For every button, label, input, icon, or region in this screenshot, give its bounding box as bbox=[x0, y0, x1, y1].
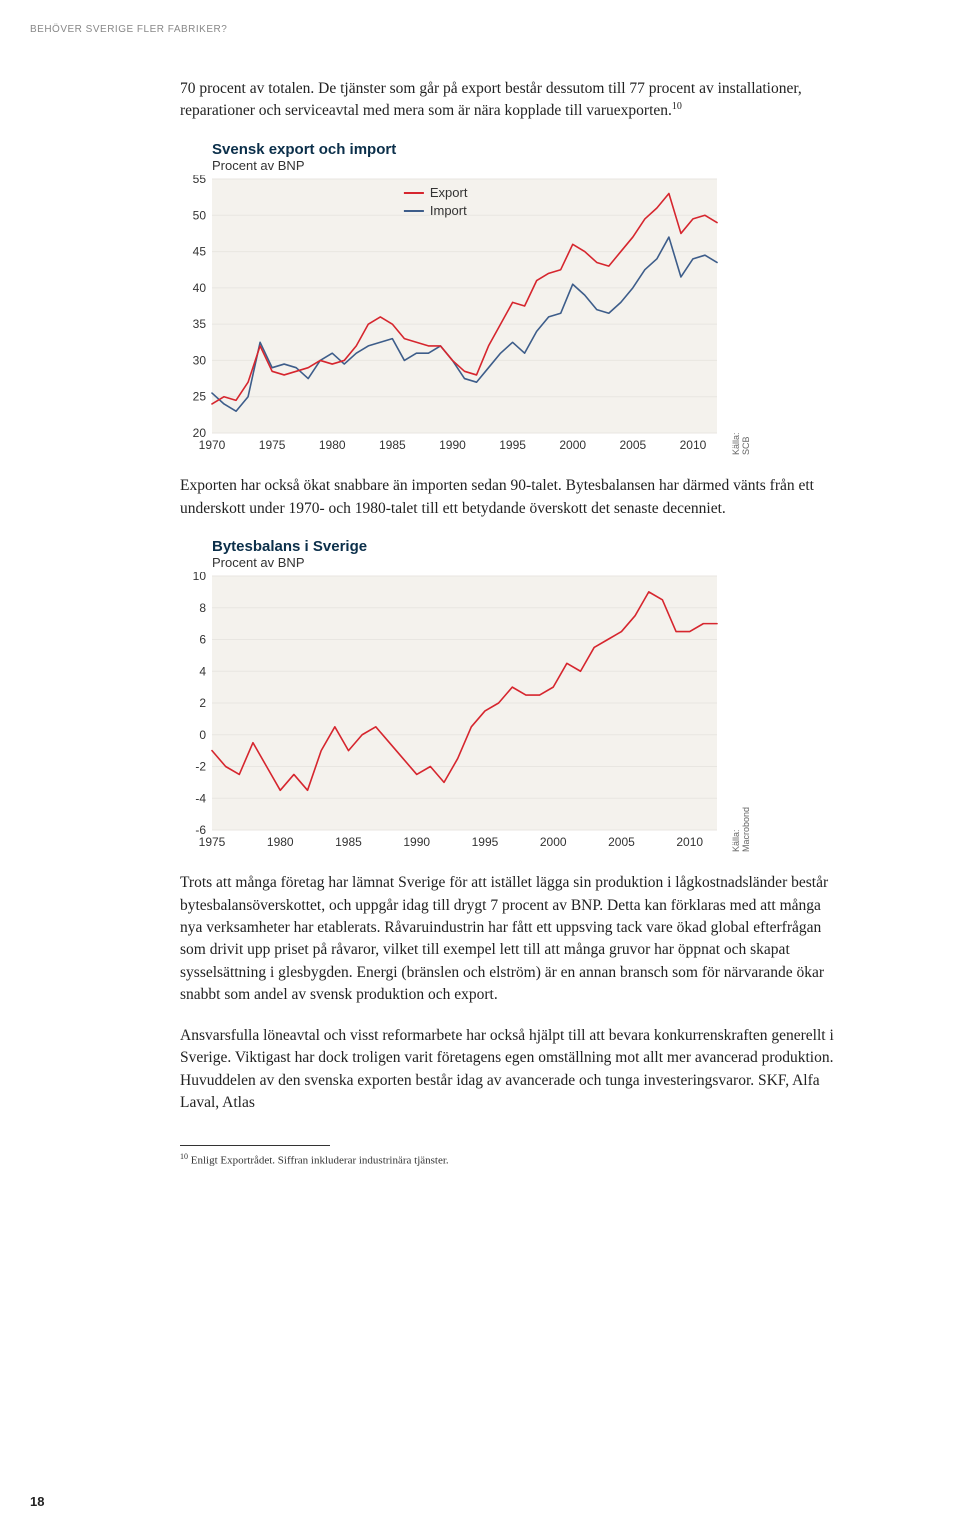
running-head: BEHÖVER SVERIGE FLER FABRIKER? bbox=[30, 24, 227, 35]
page-number: 18 bbox=[30, 1494, 44, 1509]
svg-text:35: 35 bbox=[193, 317, 207, 331]
svg-text:1990: 1990 bbox=[403, 835, 430, 849]
svg-text:1985: 1985 bbox=[335, 835, 362, 849]
svg-text:2005: 2005 bbox=[619, 438, 646, 452]
svg-text:8: 8 bbox=[199, 601, 206, 615]
chart-export-import: Svensk export och import Procent av BNP … bbox=[180, 141, 735, 455]
svg-text:1980: 1980 bbox=[267, 835, 294, 849]
chart-bytesbalans: Bytesbalans i Sverige Procent av BNP -6-… bbox=[180, 538, 735, 852]
svg-text:2000: 2000 bbox=[540, 835, 567, 849]
svg-text:0: 0 bbox=[199, 728, 206, 742]
footnote-text: Enligt Exportrådet. Siffran inkluderar i… bbox=[191, 1154, 449, 1166]
svg-text:-4: -4 bbox=[195, 791, 206, 805]
svg-text:25: 25 bbox=[193, 390, 207, 404]
svg-text:30: 30 bbox=[193, 354, 207, 368]
chart2-source: Källa: Macrobond bbox=[731, 807, 751, 852]
chart1-title: Svensk export och import bbox=[212, 141, 735, 158]
svg-text:-2: -2 bbox=[195, 760, 206, 774]
svg-text:2010: 2010 bbox=[680, 438, 707, 452]
paragraph-1: 70 procent av totalen. De tjänster som g… bbox=[180, 78, 840, 123]
svg-text:1970: 1970 bbox=[199, 438, 226, 452]
chart1-source: Källa: SCB bbox=[731, 433, 751, 456]
chart2-subtitle: Procent av BNP bbox=[212, 555, 735, 570]
svg-text:6: 6 bbox=[199, 633, 206, 647]
paragraph-4: Ansvarsfulla löneavtal och visst reforma… bbox=[180, 1025, 840, 1115]
paragraph-2: Exporten har också ökat snabbare än impo… bbox=[180, 475, 840, 520]
svg-text:1995: 1995 bbox=[472, 835, 499, 849]
svg-text:Export: Export bbox=[430, 185, 468, 200]
svg-text:Import: Import bbox=[430, 203, 467, 218]
footnote-ref-10: 10 bbox=[672, 101, 682, 112]
svg-text:55: 55 bbox=[193, 175, 207, 186]
svg-text:2: 2 bbox=[199, 696, 206, 710]
chart2-plot: -6-4-20246810197519801985199019952000200… bbox=[180, 572, 735, 852]
svg-text:10: 10 bbox=[193, 572, 207, 583]
chart1-subtitle: Procent av BNP bbox=[212, 158, 735, 173]
svg-text:2005: 2005 bbox=[608, 835, 635, 849]
footnote-num: 10 bbox=[180, 1152, 188, 1161]
svg-text:45: 45 bbox=[193, 245, 207, 259]
svg-text:4: 4 bbox=[199, 664, 206, 678]
svg-text:1975: 1975 bbox=[199, 835, 226, 849]
svg-text:1990: 1990 bbox=[439, 438, 466, 452]
svg-text:1985: 1985 bbox=[379, 438, 406, 452]
para1-text: 70 procent av totalen. De tjänster som g… bbox=[180, 80, 802, 120]
svg-text:1995: 1995 bbox=[499, 438, 526, 452]
footnote-rule bbox=[180, 1145, 330, 1146]
footnote-10: 10 Enligt Exportrådet. Siffran inkludera… bbox=[180, 1152, 840, 1167]
svg-text:50: 50 bbox=[193, 208, 207, 222]
svg-text:1975: 1975 bbox=[259, 438, 286, 452]
chart2-title: Bytesbalans i Sverige bbox=[212, 538, 735, 555]
paragraph-3: Trots att många företag har lämnat Sveri… bbox=[180, 872, 840, 1007]
chart1-plot: 2025303540455055197019751980198519901995… bbox=[180, 175, 735, 455]
svg-text:2000: 2000 bbox=[559, 438, 586, 452]
svg-text:1980: 1980 bbox=[319, 438, 346, 452]
main-content: 70 procent av totalen. De tjänster som g… bbox=[180, 78, 840, 1166]
svg-text:40: 40 bbox=[193, 281, 207, 295]
svg-text:2010: 2010 bbox=[676, 835, 703, 849]
